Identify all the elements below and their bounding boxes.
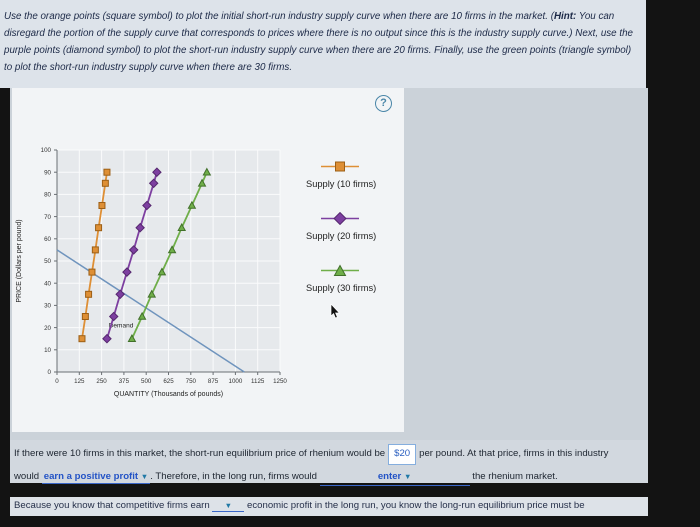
supply-20-point bbox=[128, 245, 139, 255]
next-question-post: economic profit in the long run, you kno… bbox=[247, 500, 585, 511]
supply-30-point bbox=[177, 223, 187, 231]
legend-item-supply-10[interactable]: Supply (10 firms) bbox=[306, 160, 402, 189]
supply-10-point bbox=[95, 224, 103, 232]
x-tick-label: 625 bbox=[163, 378, 174, 385]
chevron-down-icon: ▼ bbox=[403, 471, 412, 481]
help-icon[interactable]: ? bbox=[375, 95, 392, 112]
y-axis-title: PRICE (Dollars per pound) bbox=[16, 219, 23, 302]
profit-dropdown-value: earn a positive profit bbox=[43, 470, 139, 482]
x-tick-label: 125 bbox=[74, 378, 85, 385]
instructions-text: Use the orange points (square symbol) to… bbox=[0, 0, 646, 88]
y-tick-label: 10 bbox=[44, 347, 51, 354]
supply-10-point bbox=[101, 179, 109, 187]
question-line-1-post: per pound. At that price, firms in this … bbox=[419, 448, 609, 459]
diamond-marker-icon bbox=[321, 212, 359, 225]
supply-10-point bbox=[91, 246, 99, 254]
supply-demand-chart[interactable]: 0 125 250 375 500 625 750 875 1000 1125 1250 0 10 20 3… bbox=[12, 140, 332, 406]
supply-30-point bbox=[187, 200, 197, 209]
x-tick-label: 875 bbox=[208, 378, 219, 385]
x-tick-label: 500 bbox=[141, 378, 152, 385]
y-tick-label: 100 bbox=[41, 147, 52, 154]
x-tick-label: 1000 bbox=[229, 378, 243, 385]
x-tick-label: 1125 bbox=[251, 378, 265, 385]
profit-dropdown[interactable]: earn a positive profit ▼ bbox=[41, 470, 151, 484]
supply-30-point bbox=[127, 334, 137, 342]
profit-type-dropdown[interactable]: ▼ bbox=[212, 500, 245, 512]
supply-10-point bbox=[103, 168, 111, 176]
mouse-cursor-icon bbox=[330, 304, 341, 319]
y-tick-label: 70 bbox=[44, 214, 51, 221]
legend-label-supply-30: Supply (30 firms) bbox=[306, 283, 377, 293]
y-tick-label: 90 bbox=[44, 169, 51, 176]
x-tick-label: 250 bbox=[96, 378, 107, 385]
supply-20-point bbox=[142, 200, 152, 211]
question-line-2-pre: would bbox=[14, 470, 40, 482]
demand-curve bbox=[56, 249, 245, 373]
x-tick-label: 375 bbox=[119, 378, 130, 385]
supply-10-point bbox=[81, 313, 89, 320]
question-text-area: If there were 10 firms in this market, t… bbox=[10, 440, 648, 487]
supply-30-point bbox=[197, 178, 207, 187]
x-tick-label: 750 bbox=[186, 378, 197, 385]
supply-30-point bbox=[147, 289, 157, 298]
y-tick-label: 0 bbox=[48, 369, 52, 376]
supply-20-point bbox=[152, 167, 162, 178]
instructions-part1: Use the orange points (square symbol) to… bbox=[4, 11, 554, 22]
price-answer-box[interactable]: $20 bbox=[388, 444, 417, 465]
y-tick-label: 20 bbox=[44, 325, 51, 332]
supply-10-point bbox=[78, 335, 86, 343]
question-line-2-mid: . Therefore, in the long run, firms woul… bbox=[150, 470, 317, 482]
y-tick-label: 50 bbox=[44, 258, 51, 265]
y-tick-label: 40 bbox=[44, 280, 51, 287]
supply-20-point bbox=[148, 178, 159, 189]
supply-10-point bbox=[85, 290, 93, 298]
supply-20-point bbox=[102, 333, 112, 344]
supply-30-point bbox=[137, 311, 147, 320]
y-tick-label: 30 bbox=[44, 303, 51, 310]
demand-label: Demand bbox=[109, 323, 134, 330]
legend-label-supply-20: Supply (20 firms) bbox=[306, 231, 377, 241]
supply-20-point bbox=[122, 267, 132, 277]
next-question-pre: Because you know that competitive firms … bbox=[14, 500, 210, 511]
x-tick-label: 1250 bbox=[273, 378, 287, 385]
enter-exit-dropdown-value: enter bbox=[377, 470, 402, 482]
question-line-1-pre: If there were 10 firms in this market, t… bbox=[14, 448, 386, 459]
supply-20-point bbox=[135, 222, 145, 233]
supply-20-point bbox=[115, 289, 125, 300]
legend-item-supply-20[interactable]: Supply (20 firms) bbox=[306, 212, 402, 241]
graph-panel: ? 0 125 250 375 500 625 750 875 1000 1125 1250 0 10 2… bbox=[12, 88, 404, 432]
next-question-strip: Because you know that competitive firms … bbox=[10, 497, 648, 516]
instructions-part2: You can disregard the portion of the sup… bbox=[4, 11, 633, 73]
triangle-marker-icon bbox=[321, 264, 359, 276]
y-tick-label: 60 bbox=[44, 236, 51, 243]
question-line-1: If there were 10 firms in this market, t… bbox=[14, 444, 644, 465]
hint-label: Hint: bbox=[553, 11, 577, 22]
enter-exit-dropdown[interactable]: enter ▼ bbox=[319, 468, 470, 487]
chevron-down-icon: ▼ bbox=[140, 471, 149, 481]
legend-label-supply-10: Supply (10 firms) bbox=[306, 179, 377, 189]
legend: Supply (10 firms) Supply (20 firms) Supp… bbox=[306, 160, 402, 316]
question-line-2-post: the rhenium market. bbox=[472, 470, 558, 482]
question-line-2: would earn a positive profit ▼. Therefor… bbox=[14, 468, 644, 487]
square-marker-icon bbox=[321, 161, 359, 172]
legend-item-supply-30[interactable]: Supply (30 firms) bbox=[306, 264, 402, 293]
supply-20-point bbox=[108, 311, 119, 322]
supply-30-point bbox=[157, 267, 167, 276]
supply-30-point bbox=[167, 245, 177, 254]
question-content-area: ? 0 125 250 375 500 625 750 875 1000 1125 1250 0 10 2… bbox=[10, 88, 648, 440]
supply-10-point bbox=[88, 268, 96, 276]
x-axis-title: QUANTITY (Thousands of pounds) bbox=[114, 391, 223, 398]
supply-10-point bbox=[98, 202, 106, 209]
chevron-down-icon: ▼ bbox=[224, 501, 233, 510]
x-tick-label: 0 bbox=[55, 378, 59, 385]
supply-30-point bbox=[202, 167, 212, 176]
y-tick-label: 80 bbox=[44, 192, 51, 199]
